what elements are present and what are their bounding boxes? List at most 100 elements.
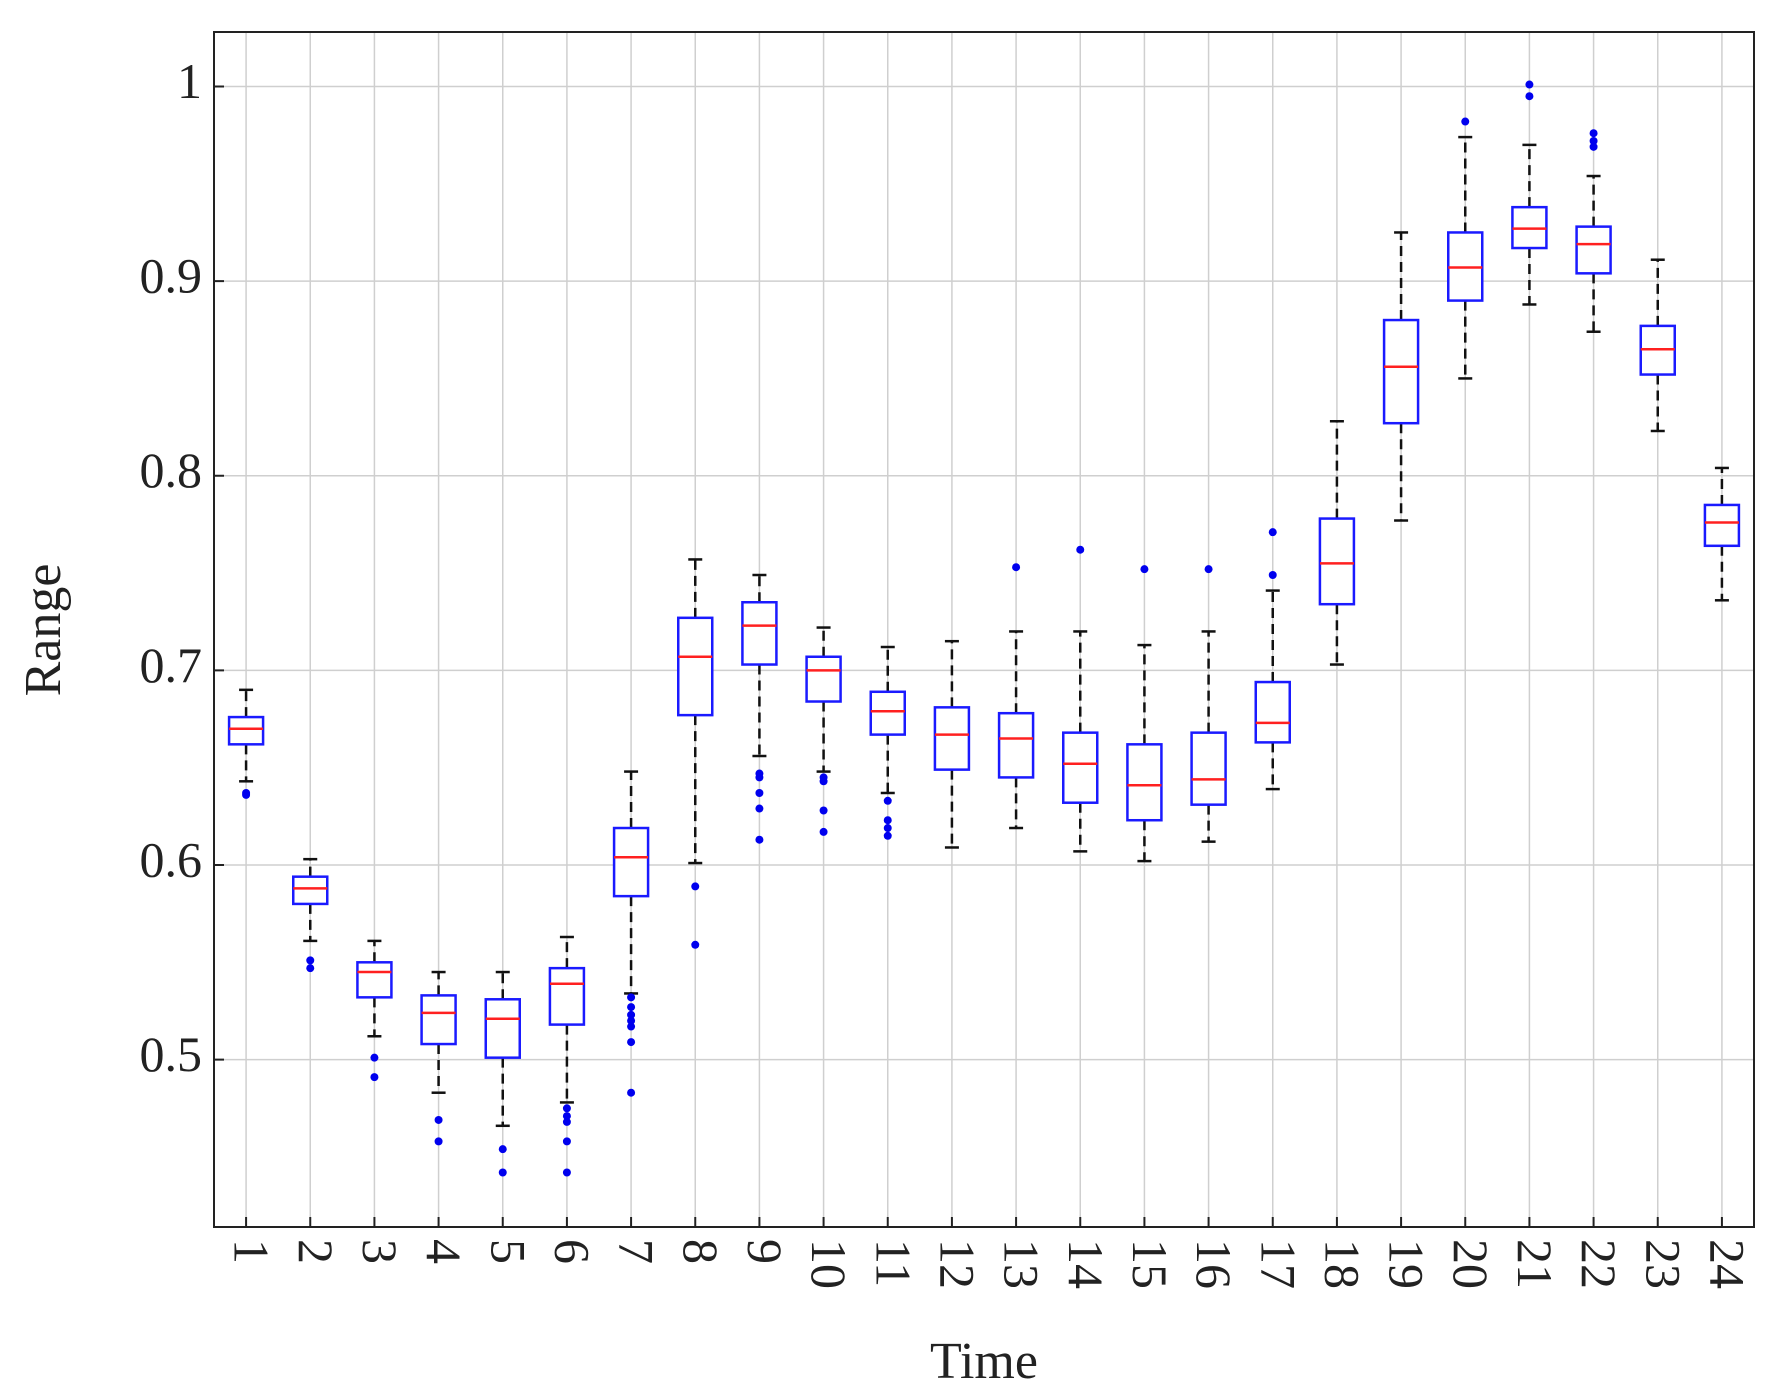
outlier (627, 1022, 636, 1031)
outlier (819, 827, 828, 836)
x-tick-label: 20 (1443, 1239, 1499, 1289)
x-tick-label: 23 (1635, 1239, 1691, 1289)
outlier (1268, 528, 1277, 537)
box (1703, 503, 1741, 548)
outlier (306, 964, 315, 973)
outlier (627, 1038, 636, 1047)
box (227, 715, 265, 746)
box (997, 711, 1035, 779)
x-tick-label: 16 (1186, 1239, 1242, 1289)
outlier (1589, 136, 1598, 145)
outlier (627, 1088, 636, 1097)
outlier (434, 1115, 443, 1124)
box (677, 616, 714, 717)
outlier (1589, 129, 1598, 138)
x-tick-label: 8 (673, 1239, 729, 1264)
x-tick-label: 9 (737, 1239, 793, 1264)
box (741, 601, 778, 666)
outlier (562, 1112, 571, 1121)
outlier (306, 956, 315, 965)
x-tick-label: 10 (801, 1239, 857, 1289)
y-tick-label: 0.9 (140, 248, 203, 304)
outlier (242, 790, 251, 799)
outlier (755, 773, 764, 782)
box (1318, 517, 1356, 606)
y-tick-label: 0.6 (140, 831, 203, 887)
outlier (562, 1104, 571, 1113)
x-tick-label: 17 (1250, 1239, 1306, 1289)
box (1190, 731, 1227, 806)
box (933, 706, 971, 771)
outlier (819, 806, 828, 815)
outlier (498, 1168, 507, 1177)
box (1126, 743, 1163, 822)
y-axis-label: Range (15, 564, 72, 697)
x-tick-label: 6 (544, 1239, 600, 1264)
outlier (370, 1073, 379, 1082)
outlier (691, 882, 700, 891)
x-tick-label: 15 (1122, 1239, 1178, 1289)
outlier (1268, 571, 1277, 580)
x-tick-label: 1 (224, 1239, 280, 1264)
y-tick-label: 0.5 (140, 1026, 203, 1082)
x-tick-label: 21 (1507, 1239, 1563, 1289)
x-tick-label: 12 (929, 1239, 985, 1289)
outlier (1525, 92, 1534, 101)
outlier (883, 824, 892, 833)
outlier (627, 993, 636, 1002)
outlier (755, 835, 764, 844)
x-tick-label: 4 (416, 1239, 472, 1264)
outlier (434, 1137, 443, 1146)
outlier (562, 1117, 571, 1126)
box (1575, 225, 1612, 275)
x-tick-label: 18 (1314, 1239, 1370, 1289)
outlier (819, 777, 828, 786)
box (356, 961, 393, 999)
y-tick-label: 0.8 (140, 442, 203, 498)
x-tick-label: 13 (994, 1239, 1050, 1289)
box (1382, 318, 1420, 425)
x-tick-label: 2 (288, 1239, 344, 1264)
outlier (627, 1010, 636, 1019)
box (484, 998, 521, 1059)
box (548, 966, 586, 1026)
outlier (562, 1137, 571, 1146)
box (292, 875, 329, 906)
x-tick-label: 24 (1699, 1239, 1755, 1289)
x-tick-label: 5 (480, 1239, 536, 1264)
x-tick-label: 14 (1058, 1239, 1114, 1289)
outlier (1525, 80, 1534, 89)
y-tick-label: 0.7 (140, 637, 203, 693)
x-tick-label: 22 (1571, 1239, 1627, 1289)
outlier (691, 940, 700, 949)
outlier (1012, 563, 1021, 572)
outlier (755, 788, 764, 797)
box (805, 655, 842, 703)
outlier (498, 1145, 507, 1154)
x-tick-label: 11 (865, 1239, 921, 1287)
outlier (1140, 565, 1149, 574)
plot-frame (213, 31, 1755, 1228)
outlier (562, 1168, 571, 1177)
box (420, 994, 457, 1046)
outlier (883, 816, 892, 825)
outlier (627, 1016, 636, 1025)
outlier (883, 831, 892, 840)
outlier (755, 804, 764, 813)
outlier (1589, 142, 1598, 151)
box (612, 826, 650, 898)
y-tick-label: 1 (177, 53, 202, 109)
outlier (883, 796, 892, 805)
box (869, 690, 906, 736)
box (1254, 680, 1291, 744)
x-tick-label: 3 (352, 1239, 408, 1264)
x-axis-label: Time (930, 1333, 1038, 1390)
outlier (1076, 545, 1085, 554)
outlier (1461, 117, 1470, 126)
outlier (1204, 565, 1213, 574)
box (1062, 731, 1099, 804)
outlier (627, 1003, 636, 1012)
x-tick-label: 7 (609, 1239, 665, 1264)
outlier (370, 1053, 379, 1062)
